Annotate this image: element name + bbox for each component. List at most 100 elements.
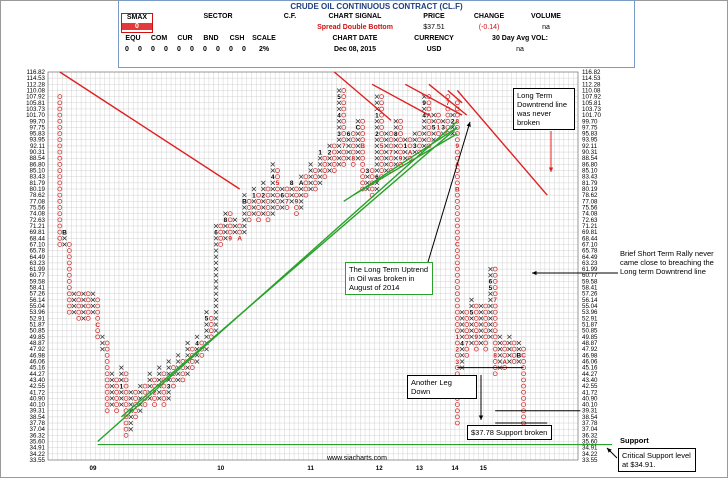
y-tick-right: 61.99 — [582, 266, 598, 273]
y-tick-right: 63.23 — [582, 260, 598, 267]
pnf-x — [185, 353, 190, 358]
pnf-o — [123, 396, 129, 401]
x-label: 13 — [416, 465, 423, 472]
pnf-o — [161, 383, 167, 389]
pnf-x — [507, 346, 512, 352]
pnf-x — [365, 174, 370, 179]
pnf-month-mark: 4 — [195, 340, 199, 347]
y-tick-left: 46.98 — [30, 352, 46, 359]
pnf-o — [218, 242, 224, 247]
col-value: 0 — [164, 46, 168, 53]
pnf-x — [346, 137, 351, 142]
y-tick-right: 46.06 — [582, 358, 598, 365]
pnf-o — [379, 137, 384, 143]
y-tick-right: 99.70 — [582, 118, 598, 125]
pnf-o — [284, 192, 290, 198]
pnf-x — [355, 143, 361, 149]
pnf-x — [365, 180, 370, 186]
col-com: COM — [150, 35, 168, 42]
pnf-x — [488, 303, 493, 309]
pnf-month-mark: A — [237, 236, 242, 243]
pnf-x — [317, 155, 323, 161]
pnf-o — [57, 217, 63, 223]
pnf-x — [393, 143, 399, 149]
pnf-o — [502, 352, 507, 358]
pnf-o — [454, 291, 460, 297]
pnf-o — [379, 131, 384, 136]
pnf-x — [213, 309, 219, 315]
pnf-o — [341, 106, 347, 112]
pnf-o — [483, 316, 489, 321]
pnf-o — [454, 285, 460, 290]
chart-date-value: Dec 08, 2015 — [333, 46, 377, 53]
pnf-x — [355, 131, 361, 136]
pnf-x — [242, 205, 247, 210]
pnf-o — [492, 322, 498, 327]
pnf-x — [242, 217, 247, 223]
pnf-o — [57, 162, 63, 167]
y-tick-right: 53.96 — [582, 309, 598, 316]
col-value: 0 — [138, 46, 142, 53]
pnf-o — [76, 309, 82, 315]
pnf-o — [417, 131, 422, 136]
pnf-o — [492, 334, 498, 340]
pnf-x — [488, 316, 493, 321]
pnf-x — [393, 119, 399, 124]
pnf-o — [379, 100, 384, 106]
y-tick-right: 52.91 — [582, 315, 598, 322]
pnf-x — [109, 371, 115, 377]
pnf-o — [85, 316, 91, 321]
pnf-o — [454, 149, 460, 155]
pnf-month-mark: A — [502, 359, 507, 366]
y-tick-right: 55.04 — [582, 303, 598, 310]
y-tick-left: 45.16 — [30, 365, 46, 372]
pnf-o — [379, 125, 384, 130]
pnf-x — [459, 346, 465, 352]
downtrend-line — [428, 83, 468, 116]
pnf-x — [374, 94, 380, 99]
pnf-o — [341, 94, 347, 99]
price-value: $37.51 — [423, 24, 445, 31]
pnf-o — [483, 303, 489, 309]
pnf-x — [374, 186, 380, 192]
pnf-o — [66, 254, 72, 260]
pnf-x — [488, 328, 493, 333]
pnf-x — [336, 119, 342, 124]
pnf-x — [223, 229, 228, 235]
pnf-o — [464, 328, 470, 334]
pnf-x — [459, 309, 465, 315]
pnf-o — [379, 106, 384, 112]
pnf-o — [454, 279, 460, 284]
pnf-o — [436, 112, 441, 118]
pnf-o — [322, 168, 328, 173]
pnf-o — [180, 371, 186, 377]
pnf-o — [66, 309, 72, 315]
pnf-x — [317, 180, 323, 186]
pnf-o — [66, 291, 72, 297]
volume-value: na — [542, 24, 550, 31]
pnf-x — [71, 303, 77, 309]
pnf-x — [270, 186, 276, 192]
pnf-o — [483, 334, 489, 340]
pnf-month-mark: B — [360, 143, 365, 150]
pnf-o — [388, 162, 394, 167]
pnf-o — [454, 408, 460, 414]
pnf-o — [95, 328, 101, 334]
pnf-x — [478, 303, 484, 309]
y-tick-right: 51.87 — [582, 322, 598, 329]
pnf-x — [251, 205, 257, 210]
pnf-o — [473, 340, 479, 346]
col-value: 0 — [229, 46, 233, 53]
pnf-o — [379, 118, 384, 124]
pnf-x — [175, 359, 181, 364]
pnf-o — [76, 297, 82, 303]
pnf-o — [454, 352, 460, 358]
pnf-x — [261, 180, 266, 186]
avg-vol-label: 30 Day Avg VOL: — [492, 35, 548, 42]
pnf-month-mark: 9 — [474, 334, 478, 341]
y-tick-right: 101.70 — [582, 112, 601, 119]
pnf-x — [497, 359, 503, 364]
pnf-o — [208, 322, 214, 327]
y-tick-left: 77.08 — [30, 198, 46, 205]
pnf-o — [454, 180, 460, 186]
